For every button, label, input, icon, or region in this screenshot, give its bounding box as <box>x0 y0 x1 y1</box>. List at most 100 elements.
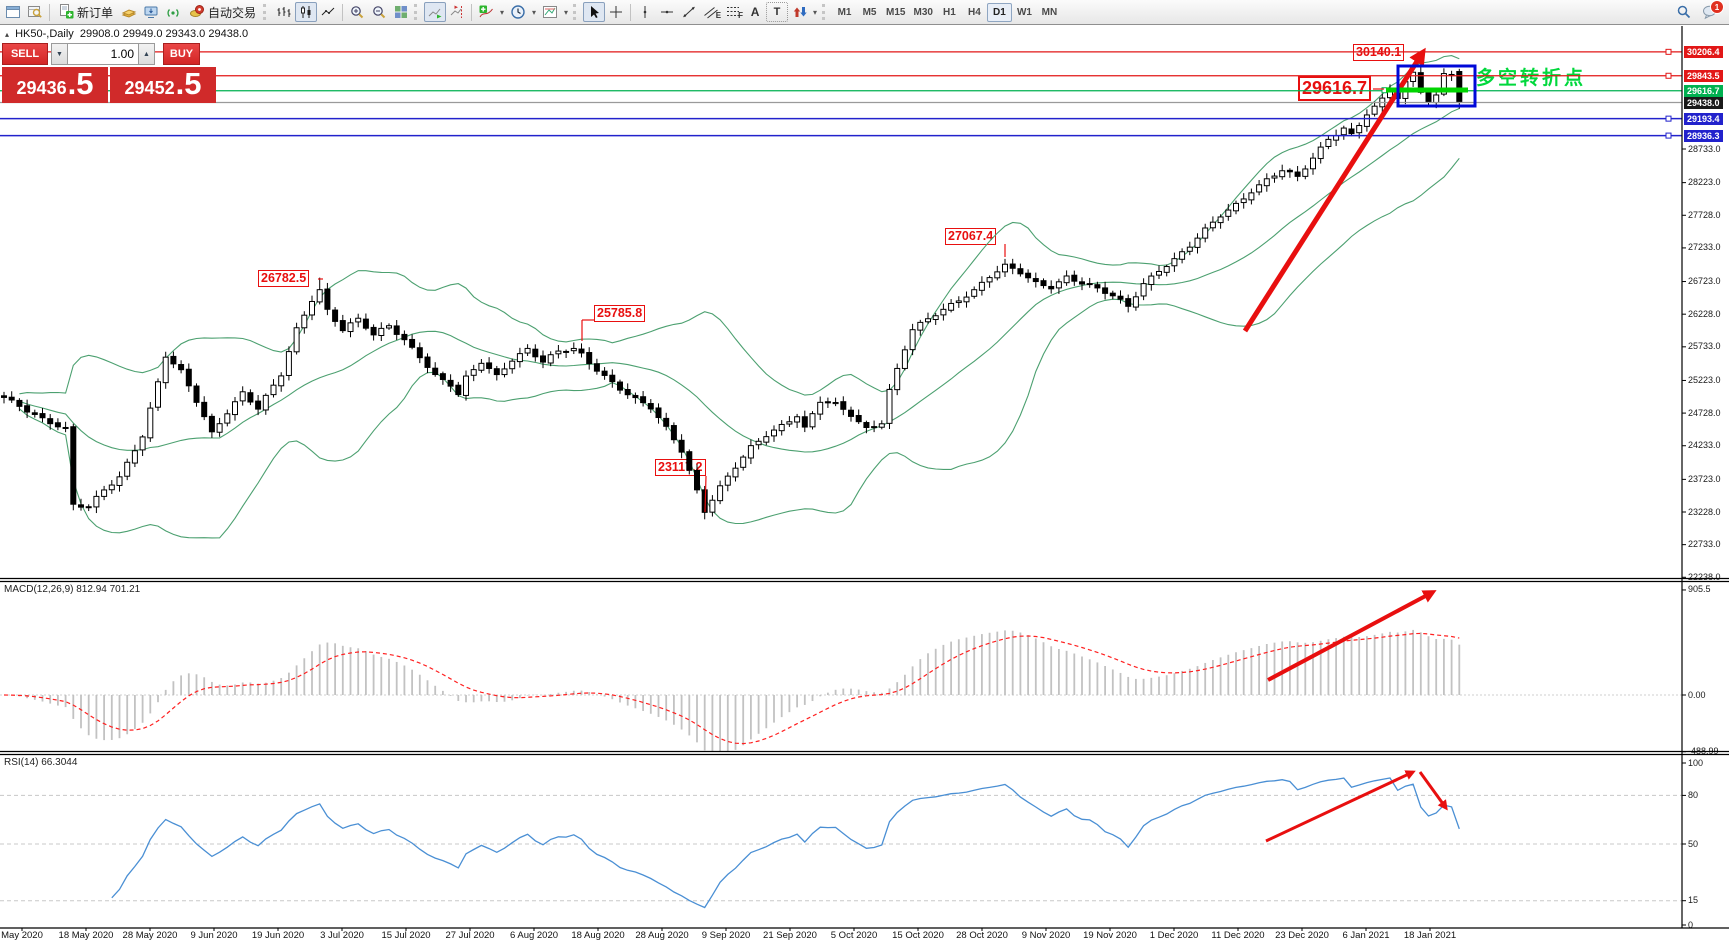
zoom-out-button[interactable] <box>368 2 390 22</box>
vertical-line-tool-button[interactable] <box>634 2 656 22</box>
timeframe-m30-button[interactable]: M30 <box>909 3 936 22</box>
volume-increase-button[interactable]: ▲ <box>138 43 155 65</box>
channel-tool-button[interactable]: E <box>700 2 722 22</box>
templates-dropdown[interactable]: ▾ <box>561 2 571 22</box>
date-axis-label: 15 Jul 2020 <box>381 930 431 941</box>
volume-decrease-button[interactable]: ▼ <box>51 43 68 65</box>
axis-tick-label: 24233.0 <box>1688 440 1721 451</box>
auto-scroll-button[interactable] <box>424 2 447 22</box>
timeframe-mn-button[interactable]: MN <box>1037 3 1062 22</box>
fibonacci-tool-button[interactable]: F <box>722 2 744 22</box>
date-axis-label: 23 Dec 2020 <box>1275 930 1329 941</box>
axis-tick-label: 0 <box>1688 919 1694 930</box>
volume-input[interactable] <box>68 43 138 65</box>
candlestick-chart-button[interactable] <box>295 2 318 22</box>
trendline-tool-button[interactable] <box>678 2 700 22</box>
bar-chart-button[interactable] <box>273 2 295 22</box>
price-level-badge: 29843.5 <box>1684 69 1723 82</box>
toolbar-drag-handle[interactable] <box>573 4 579 20</box>
cursor-tool-button[interactable] <box>583 2 606 22</box>
date-axis-label: 18 Aug 2020 <box>571 930 625 941</box>
zoom-out-icon <box>371 4 387 20</box>
axis-tick-label: 25733.0 <box>1688 341 1721 352</box>
axis-tick-label: 27728.0 <box>1688 209 1721 220</box>
chart-shift-button[interactable] <box>446 2 468 22</box>
axis-tick-label: 26723.0 <box>1688 276 1721 287</box>
toolbar-separator <box>342 3 344 21</box>
candlestick-chart-icon <box>298 4 314 20</box>
auto-trading-button[interactable]: 自动交易 <box>184 2 261 22</box>
price-annotation[interactable]: 27067.4 <box>945 228 997 245</box>
date-axis-label: May 2020 <box>1 930 43 941</box>
date-axis-label: 1 Dec 2020 <box>1149 930 1199 941</box>
date-axis-label: 15 Oct 2020 <box>892 930 944 941</box>
channel-letter: E <box>715 11 722 20</box>
line-chart-button[interactable] <box>317 2 339 22</box>
zoom-in-button[interactable] <box>346 2 368 22</box>
auto-trading-icon <box>189 3 205 22</box>
add-indicator-button[interactable] <box>475 2 497 22</box>
date-axis-label: 11 Dec 2020 <box>1211 930 1265 941</box>
axis-tick-label: 22238.0 <box>1688 571 1721 582</box>
timeframe-w1-button[interactable]: W1 <box>1012 3 1037 22</box>
toolbar-drag-handle[interactable] <box>263 4 269 20</box>
periods-dropdown[interactable]: ▾ <box>529 2 539 22</box>
price-annotation[interactable]: 25785.8 <box>594 305 646 322</box>
toolbar-separator <box>471 3 473 21</box>
arrows-tool-button[interactable] <box>788 2 810 22</box>
horizontal-line-tool-button[interactable] <box>656 2 678 22</box>
timeframe-h1-button[interactable]: H1 <box>937 3 962 22</box>
new-order-button[interactable]: 新订单 <box>53 2 118 22</box>
history-center-button[interactable] <box>118 2 140 22</box>
periods-button[interactable] <box>507 2 529 22</box>
timeframe-h4-button[interactable]: H4 <box>962 3 987 22</box>
pivot-note-annotation[interactable]: 多空转折点 <box>1476 68 1587 89</box>
one-click-trading-panel: SELL ▼ ▲ BUY 29436.5 29452.5 <box>2 43 216 103</box>
sell-button[interactable]: SELL <box>2 43 48 65</box>
add-indicator-dropdown[interactable]: ▾ <box>497 2 507 22</box>
timeframe-d1-button[interactable]: D1 <box>986 2 1012 22</box>
text-tool-button[interactable]: A <box>744 2 766 22</box>
buy-price-display: 29452.5 <box>110 67 216 103</box>
timeframe-m15-button[interactable]: M15 <box>882 3 909 22</box>
date-axis-label: 27 Jul 2020 <box>445 930 495 941</box>
toolbar-separator <box>49 3 50 21</box>
price-annotation[interactable]: 29616.7 <box>1298 76 1372 101</box>
date-axis-label: 6 Aug 2020 <box>509 930 559 941</box>
chart-window-button[interactable] <box>2 2 24 22</box>
date-axis-label: 9 Jun 2020 <box>190 930 238 941</box>
tile-windows-button[interactable] <box>390 2 412 22</box>
date-axis-label: 18 Jan 2021 <box>1403 930 1457 941</box>
timeframe-m1-button[interactable]: M1 <box>832 3 857 22</box>
notifications-button[interactable]: 1 <box>1699 0 1724 22</box>
crosshair-tool-button[interactable] <box>605 2 627 22</box>
macd-indicator-label: MACD(12,26,9) 812.94 701.21 <box>4 584 141 595</box>
axis-tick-label: 100 <box>1688 757 1704 768</box>
trendline-icon <box>681 4 697 20</box>
tile-windows-icon <box>393 4 409 20</box>
text-label-tool-button[interactable]: T <box>766 2 789 22</box>
date-axis-label: 6 Jan 2021 <box>1342 930 1390 941</box>
collapse-triangle-icon: ▴ <box>5 30 10 39</box>
price-annotation[interactable]: 26782.5 <box>258 270 310 287</box>
toolbar-separator <box>630 3 632 21</box>
add-indicator-icon <box>478 4 494 20</box>
toolbar-drag-handle[interactable] <box>414 4 420 20</box>
templates-button[interactable] <box>539 2 561 22</box>
arrows-tool-dropdown[interactable]: ▾ <box>810 2 820 22</box>
crosshair-icon <box>608 4 624 20</box>
search-button[interactable] <box>1673 2 1695 22</box>
publish-button[interactable] <box>140 2 162 22</box>
timeframe-m5-button[interactable]: M5 <box>857 3 882 22</box>
market-watch-button[interactable] <box>24 2 46 22</box>
buy-button[interactable]: BUY <box>163 43 200 65</box>
price-level-badge: 28936.3 <box>1684 129 1723 142</box>
date-axis-label: 3 Jul 2020 <box>320 930 364 941</box>
toolbar-drag-handle[interactable] <box>822 4 828 20</box>
rsi-indicator-label: RSI(14) 66.3044 <box>4 757 78 768</box>
signals-button[interactable] <box>162 2 184 22</box>
axis-tick-label: 22733.0 <box>1688 539 1721 550</box>
vertical-line-icon <box>637 4 653 20</box>
